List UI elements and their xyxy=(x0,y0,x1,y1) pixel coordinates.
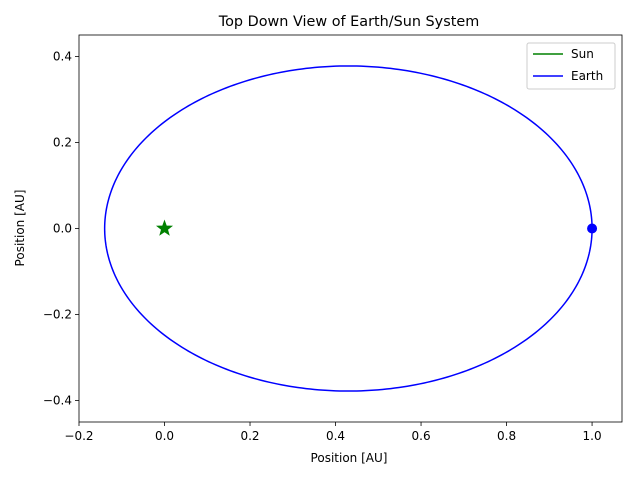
sun-marker xyxy=(155,219,174,236)
x-tick-label: 0.8 xyxy=(497,429,516,443)
y-tick-label: 0.4 xyxy=(53,50,72,64)
y-tick-label: 0.2 xyxy=(53,136,72,150)
legend-label-sun: Sun xyxy=(571,47,594,61)
y-tick-label: −0.4 xyxy=(43,394,72,408)
y-axis-label: Position [AU] xyxy=(13,190,27,267)
chart-title: Top Down View of Earth/Sun System xyxy=(218,14,479,30)
earth-marker xyxy=(587,223,598,234)
y-tick-label: −0.2 xyxy=(43,308,72,322)
x-tick-label: −0.2 xyxy=(64,429,93,443)
x-tick-label: 0.2 xyxy=(240,429,259,443)
axes: −0.2 0.0 0.2 0.4 0.6 0.8 1.0 −0.4 −0.2 0.0 0.2 0.4 xyxy=(43,34,623,443)
earth-orbit-line xyxy=(103,65,593,392)
x-tick-label: 0.0 xyxy=(155,429,174,443)
y-tick-label: 0.0 xyxy=(53,222,72,236)
x-tick-label: 0.4 xyxy=(326,429,345,443)
x-axis-label: Position [AU] xyxy=(311,451,388,465)
x-tick-label: 1.0 xyxy=(583,429,602,443)
legend: Sun Earth xyxy=(526,42,616,90)
legend-label-earth: Earth xyxy=(571,69,603,83)
plot-area xyxy=(103,65,598,392)
x-tick-label: 0.6 xyxy=(412,429,431,443)
